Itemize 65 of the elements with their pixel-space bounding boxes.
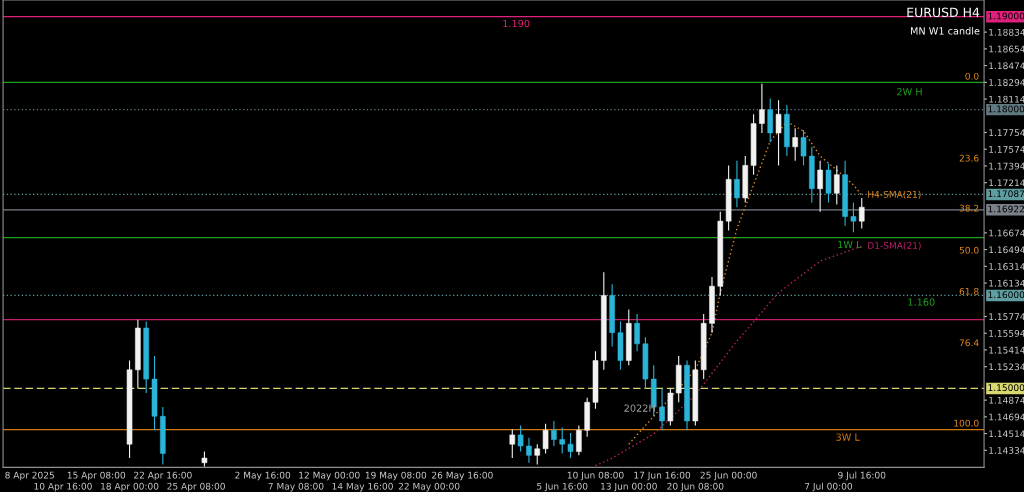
- x-tick-label: 26 May 16:00: [432, 471, 493, 481]
- ref-line-label: 1.19000: [988, 12, 1024, 20]
- candlestick: [775, 99, 782, 166]
- x-tick-label: 14 May 16:00: [332, 482, 393, 492]
- series-label: D1-SMA(21): [868, 241, 921, 250]
- x-tick-label: 13 Jun 00:00: [601, 482, 657, 492]
- x-tick-label: 9 Jul 16:00: [838, 471, 886, 481]
- x-tick-label: 19 May 08:00: [365, 471, 427, 481]
- annotation: 61.8: [959, 287, 979, 295]
- x-tick-label: 15 Apr 08:00: [67, 471, 126, 481]
- candlestick: [576, 425, 582, 456]
- candlestick: [767, 97, 773, 143]
- candlestick: [825, 162, 832, 204]
- candlestick: [526, 437, 532, 464]
- x-tick-label: 25 Jun 00:00: [700, 471, 757, 481]
- x-tick-label: 10 Apr 16:00: [34, 482, 92, 492]
- x-tick-label: 8 Apr 2025: [5, 471, 54, 481]
- annotation: 3W L: [836, 433, 860, 441]
- annotation: 23.6: [959, 154, 979, 162]
- ref-line-label: 1.17087: [988, 190, 1024, 198]
- x-tick-label: 2 May 16:00: [235, 471, 291, 481]
- candlestick: [567, 432, 574, 459]
- candlestick: [834, 164, 840, 205]
- ref-line-label: 1.18000: [988, 105, 1024, 113]
- x-tick-label: 22 May 00:00: [398, 482, 460, 492]
- ref-line-label: 1.16922: [988, 205, 1024, 213]
- x-tick-label: 22 Apr 16:00: [134, 471, 192, 481]
- x-tick-label: 18 Apr 00:00: [101, 482, 159, 492]
- candlestick: [759, 83, 765, 134]
- annotation: 0.0: [965, 72, 979, 80]
- candlestick: [659, 387, 665, 431]
- candlestick: [534, 443, 541, 466]
- candlestick: [634, 313, 640, 352]
- candlestick: [817, 160, 823, 213]
- annotation: 1W L: [838, 240, 862, 249]
- x-tick-label: 12 May 00:00: [299, 471, 360, 481]
- x-tick-label: 25 Apr 08:00: [167, 482, 225, 492]
- x-tick-label: 10 Jun 08:00: [567, 471, 624, 481]
- ref-line-label: 1.16000: [988, 291, 1024, 299]
- ref-line-label: 1.15000: [988, 384, 1024, 392]
- candlestick: [734, 160, 740, 208]
- candlestick: [509, 428, 516, 459]
- x-tick-label: 7 Jul 00:00: [805, 482, 853, 492]
- text: MN W1 candle: [910, 27, 980, 35]
- x-tick-label: 7 May 08:00: [268, 482, 324, 492]
- annotation: 38.2: [959, 204, 979, 212]
- x-tick-label: 17 Jun 16:00: [634, 471, 691, 481]
- candlestick: [559, 426, 565, 455]
- candlestick: [800, 129, 807, 166]
- candlestick: [517, 425, 524, 453]
- annotation: 2W H: [897, 88, 922, 96]
- x-tick-label: 20 Jun 08:00: [667, 482, 724, 492]
- annotation: 1.190: [503, 19, 530, 28]
- annotation: 100.0: [954, 419, 979, 427]
- candlestick: [551, 420, 557, 447]
- x-tick-label: 5 Jun 16:00: [537, 482, 588, 492]
- annotation: 50.0: [959, 246, 979, 254]
- annotation: 1.160: [908, 298, 935, 306]
- series-label: H4-SMA(21): [868, 190, 921, 199]
- candlestick: [850, 202, 857, 233]
- chart-title: EURUSD H4: [907, 7, 980, 18]
- candlestick: [792, 127, 798, 162]
- candlestick: [542, 423, 549, 455]
- candlestick: [858, 197, 865, 230]
- annotation: 76.4: [959, 339, 979, 347]
